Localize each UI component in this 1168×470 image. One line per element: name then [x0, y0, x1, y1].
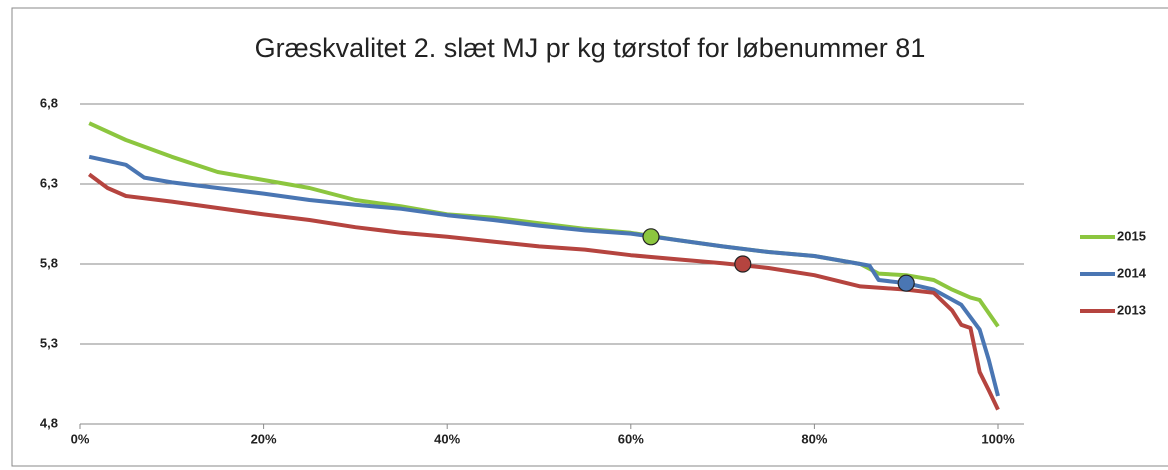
x-tick-label: 60%	[618, 431, 644, 446]
chart-border	[11, 7, 1168, 467]
y-tick-label: 6,8	[40, 95, 58, 110]
legend-label: 2013	[1117, 302, 1146, 317]
x-tick-label: 0%	[71, 431, 90, 446]
x-tick-label: 20%	[251, 431, 277, 446]
y-tick-label: 5,8	[40, 255, 58, 270]
legend-label: 2015	[1117, 228, 1146, 243]
series-line	[87, 172, 1000, 411]
highlight-point	[734, 255, 752, 273]
series-line	[88, 154, 1000, 397]
chart-title: Græskvalitet 2. slæt MJ pr kg tørstof fo…	[255, 33, 926, 63]
x-tick-label: 80%	[801, 431, 827, 446]
x-tick-label: 100%	[981, 431, 1015, 446]
legend-label: 2014	[1117, 265, 1147, 280]
highlight-point	[642, 228, 660, 246]
y-tick-label: 4,8	[40, 415, 58, 430]
x-tick-label: 40%	[434, 431, 460, 446]
y-tick-label: 5,3	[40, 335, 58, 350]
highlight-point	[897, 274, 915, 292]
y-tick-label: 6,3	[40, 175, 58, 190]
